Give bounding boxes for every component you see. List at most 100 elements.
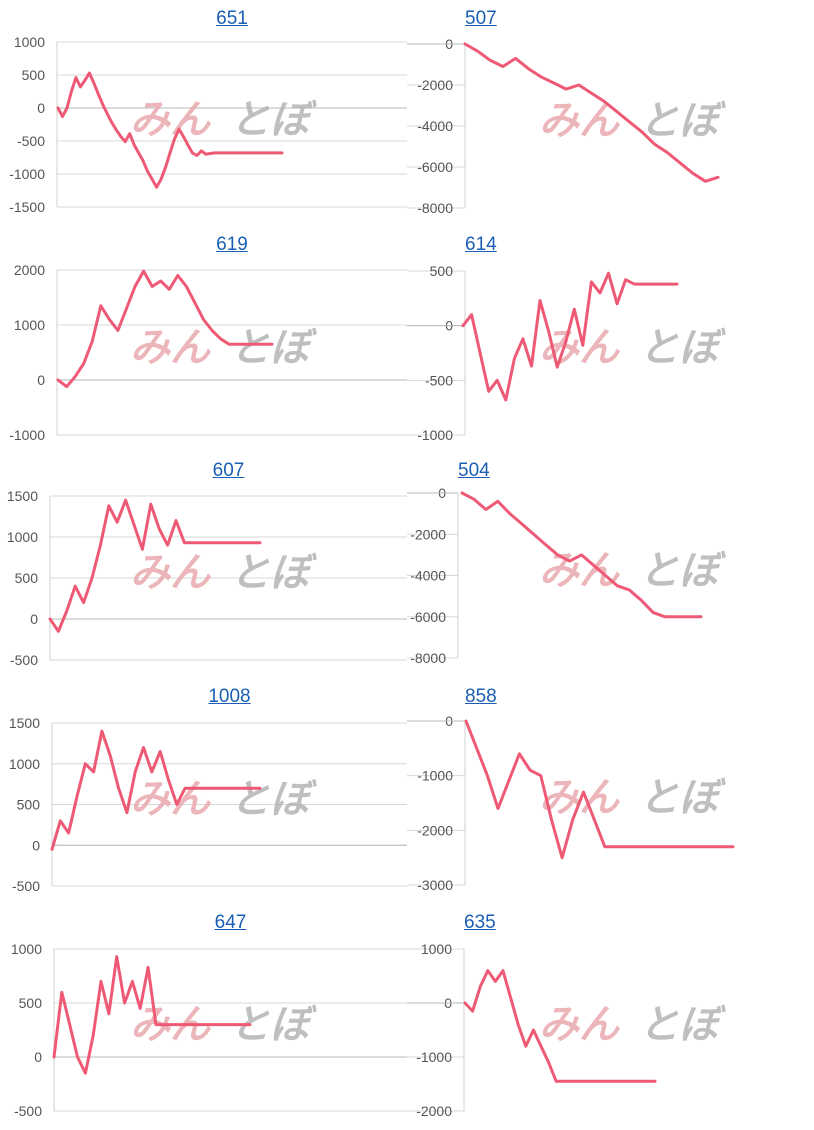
watermark-text-2: とぼ	[639, 548, 726, 594]
y-tick-label: 500	[17, 797, 41, 813]
series-line	[52, 955, 252, 1075]
chart-svg: 1000 500 0 -500 -1000 -1500 みん とぼ	[9, 34, 407, 215]
y-tick-label: -2000	[410, 526, 446, 542]
watermark-text-2: とぼ	[230, 777, 317, 823]
watermark: みん とぼ	[539, 98, 726, 144]
series-line	[50, 729, 262, 851]
watermark-text-2: とぼ	[230, 325, 317, 371]
y-tick-label: -1000	[9, 166, 45, 182]
watermark-text-2: とぼ	[230, 97, 317, 143]
watermark-text-1: みん	[130, 97, 212, 143]
y-tick-label: 1000	[14, 317, 45, 333]
chart-title-link[interactable]: 1008	[208, 686, 251, 707]
y-tick-label: 500	[15, 570, 39, 586]
y-tick-label: -1000	[9, 427, 45, 443]
y-tick-label: 0	[30, 611, 38, 627]
chart-svg: 2000 1000 0 -1000 みん とぼ	[9, 262, 407, 443]
watermark: みん とぼ	[539, 548, 726, 594]
chart-title-link[interactable]: 507	[465, 8, 497, 29]
y-tick-label: -2000	[416, 1103, 452, 1119]
y-tick-label: 0	[32, 837, 40, 853]
y-tick-label: 1500	[9, 715, 40, 731]
y-tick-label: -6000	[410, 609, 446, 625]
y-tick-label: -1500	[9, 199, 45, 215]
series-line	[464, 719, 735, 860]
series-line	[56, 269, 274, 389]
chart-title-link[interactable]: 647	[214, 912, 247, 933]
y-tick-label: 1000	[14, 34, 45, 50]
chart-panel: 504 0 -2000 -4000 -6000 -8000 みん とぼ	[407, 452, 814, 678]
y-tick-label: 0	[37, 372, 45, 388]
watermark-text-2: とぼ	[230, 550, 317, 596]
chart-svg: 1500 1000 500 0 -500 みん とぼ	[9, 715, 407, 894]
y-tick-label: -6000	[417, 159, 453, 175]
y-tick-label: -500	[12, 878, 40, 894]
chart-panel: 607 1500 1000 500 0 -500 みん とぼ	[0, 452, 407, 678]
watermark-text-2: とぼ	[639, 325, 726, 371]
y-tick-label: 1000	[7, 529, 38, 545]
series-line	[460, 491, 703, 619]
chart-panel: 614 500 0 -500 -1000 みん とぼ	[407, 226, 814, 452]
y-tick-label: -500	[14, 1103, 42, 1119]
chart-svg: 1000 500 0 -500 みん とぼ	[11, 941, 407, 1119]
chart-panel: 619 2000 1000 0 -1000 みん とぼ	[0, 226, 407, 452]
chart-panel: 1008 1500 1000 500 0 -500 みん とぼ	[0, 678, 407, 904]
chart-title-link[interactable]: 635	[464, 912, 496, 933]
series-line	[48, 498, 262, 633]
watermark: みん とぼ	[539, 1002, 726, 1048]
y-tick-label: 1000	[9, 756, 40, 772]
y-tick-label: -2000	[417, 77, 453, 93]
y-tick-label: -8000	[410, 650, 446, 666]
y-tick-label: 2000	[14, 262, 45, 278]
chart-panel: 507 0 -2000 -4000 -6000 -8000 みん とぼ	[407, 0, 814, 226]
chart-panel: 635 1000 0 -1000 -2000 みん とぼ	[407, 904, 814, 1130]
watermark-text-1: みん	[539, 1002, 621, 1048]
y-tick-label: 500	[19, 995, 43, 1011]
y-tick-label: -500	[425, 372, 453, 388]
chart-title-link[interactable]: 619	[216, 234, 248, 255]
y-tick-label: -1000	[417, 768, 453, 784]
y-tick-label: -8000	[417, 200, 453, 216]
chart-title-link[interactable]: 858	[465, 686, 497, 707]
y-tick-label: 0	[34, 1049, 42, 1065]
chart-title-link[interactable]: 651	[216, 8, 248, 29]
watermark: みん とぼ	[130, 1002, 317, 1048]
chart-panel: 858 0 -1000 -2000 -3000 みん とぼ	[407, 678, 814, 904]
chart-title-link[interactable]: 614	[465, 234, 497, 255]
series-line	[463, 42, 720, 183]
y-tick-label: -500	[10, 652, 38, 668]
y-tick-label: -4000	[410, 568, 446, 584]
y-tick-label: 1000	[421, 941, 452, 957]
series-line	[463, 969, 657, 1083]
watermark: みん とぼ	[130, 325, 317, 371]
watermark: みん とぼ	[130, 97, 317, 143]
series-line	[56, 71, 284, 189]
series-line	[461, 271, 679, 402]
watermark: みん とぼ	[130, 550, 317, 596]
y-tick-label: 1000	[11, 941, 42, 957]
y-tick-label: -3000	[417, 877, 453, 893]
chart-svg: 1500 1000 500 0 -500 みん とぼ	[7, 488, 407, 668]
y-tick-label: -1000	[416, 1049, 452, 1065]
watermark-text-2: とぼ	[639, 775, 726, 821]
watermark-text-2: とぼ	[639, 1002, 726, 1048]
chart-panel: 647 1000 500 0 -500 みん とぼ	[0, 904, 407, 1130]
chart-title-link[interactable]: 504	[458, 460, 490, 481]
y-tick-label: -4000	[417, 118, 453, 134]
watermark: みん とぼ	[130, 777, 317, 823]
y-tick-label: 500	[430, 263, 454, 279]
y-tick-label: -2000	[417, 822, 453, 838]
chart-title-link[interactable]: 607	[212, 460, 245, 481]
watermark-text-2: とぼ	[639, 98, 726, 144]
watermark-text-1: みん	[130, 325, 212, 371]
watermark: みん とぼ	[539, 775, 726, 821]
y-tick-label: -1000	[417, 427, 453, 443]
y-tick-label: -500	[17, 133, 45, 149]
watermark-text-1: みん	[130, 550, 212, 596]
y-tick-label: 1500	[7, 488, 38, 504]
